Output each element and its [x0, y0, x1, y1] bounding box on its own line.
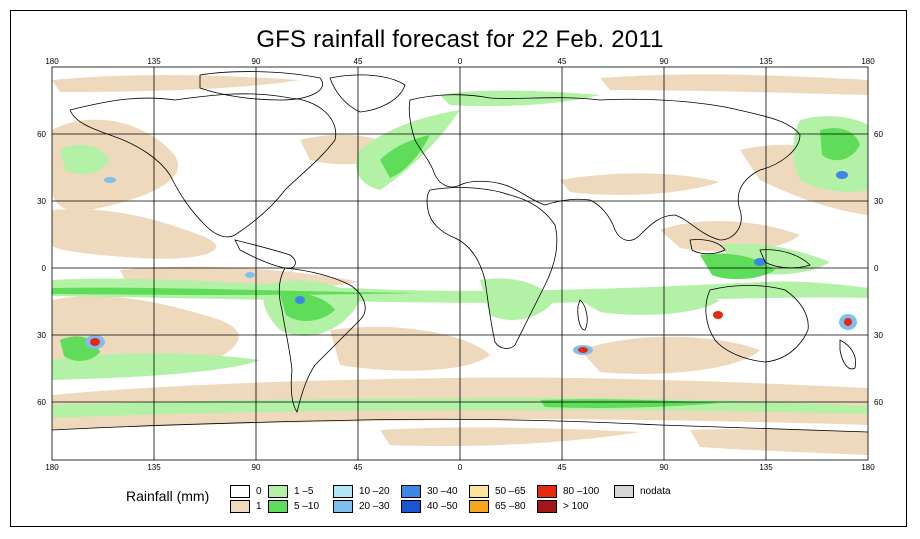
top-lon-label: 0: [458, 57, 463, 66]
bottom-lon-label: 135: [759, 463, 773, 472]
figure-frame: [10, 10, 907, 527]
axis-labels: 180 135 90 45 0 45 90 135 180 180 135 90…: [37, 57, 883, 472]
right-lat-label: 60: [874, 398, 883, 407]
bottom-lon-label: 45: [354, 463, 363, 472]
bottom-lon-label: 45: [558, 463, 567, 472]
top-lon-label: 135: [147, 57, 161, 66]
bottom-lon-label: 180: [861, 463, 875, 472]
top-lon-label: 90: [660, 57, 669, 66]
top-lon-label: 135: [759, 57, 773, 66]
graticule: [51, 66, 869, 461]
map-title: GFS rainfall forecast for 22 Feb. 2011: [256, 26, 664, 53]
right-lat-label: 30: [874, 331, 883, 340]
heavy-rain-areas: [52, 128, 860, 408]
left-lat-label: 60: [37, 130, 46, 139]
top-lon-label: 180: [45, 57, 59, 66]
right-lat-label: 0: [874, 264, 879, 273]
top-lon-label: 45: [558, 57, 567, 66]
coastlines: [52, 71, 868, 433]
bottom-lon-label: 90: [252, 463, 261, 472]
top-lon-label: 45: [354, 57, 363, 66]
bottom-lon-label: 180: [45, 463, 59, 472]
right-lat-label: 30: [874, 197, 883, 206]
top-lon-label: 90: [252, 57, 261, 66]
bottom-lon-label: 135: [147, 463, 161, 472]
left-lat-label: 0: [42, 264, 47, 273]
bottom-lon-label: 90: [660, 463, 669, 472]
left-lat-label: 30: [37, 331, 46, 340]
intense-rain-cells: [85, 171, 857, 355]
left-lat-label: 30: [37, 197, 46, 206]
top-lon-label: 180: [861, 57, 875, 66]
bottom-lon-label: 0: [458, 463, 463, 472]
left-lat-label: 60: [37, 398, 46, 407]
right-lat-label: 60: [874, 130, 883, 139]
